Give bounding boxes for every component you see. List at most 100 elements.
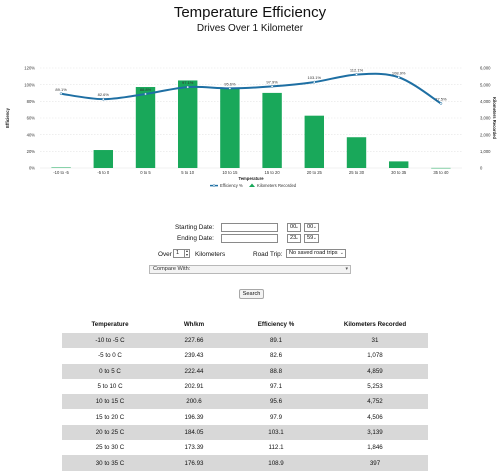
efficiency-point xyxy=(101,97,105,101)
legend-bar-swatch xyxy=(249,183,255,187)
bar-kilometers xyxy=(346,137,367,168)
left-tick-label: 120% xyxy=(24,66,35,71)
x-axis-title: Temperature xyxy=(238,176,264,181)
right-tick-label: 3,000 xyxy=(480,116,491,121)
compare-with-placeholder: Compare With: xyxy=(153,266,191,272)
end-minute-select[interactable]: 59 ⌄ xyxy=(304,234,319,243)
x-tick-label: -10 to -5 xyxy=(53,170,69,175)
x-tick-label: 30 to 35 xyxy=(391,170,407,175)
start-hour-select[interactable]: 00 ⌄ xyxy=(287,223,301,232)
cell-efficiency: 88.8 xyxy=(230,363,322,379)
cell-efficiency: 82.6 xyxy=(230,348,322,364)
efficiency-line xyxy=(60,72,442,105)
bar-kilometers xyxy=(388,161,409,168)
start-minute-select[interactable]: 00 ⌄ xyxy=(304,223,319,232)
efficiency-data-label: 103.1% xyxy=(308,75,322,80)
left-tick-label: 20% xyxy=(27,149,36,154)
efficiency-data-label: 77.5% xyxy=(435,96,447,101)
right-tick-label: 0 xyxy=(480,166,483,171)
efficiency-point xyxy=(270,85,274,88)
cell-kilometers: 4,506 xyxy=(322,409,428,425)
efficiency-data-label: 95.6% xyxy=(224,81,236,86)
bar-kilometers xyxy=(93,150,114,168)
cell-wh-per-km: 202.91 xyxy=(158,378,230,395)
x-tick-label: 15 to 20 xyxy=(265,170,281,175)
end-hour-select[interactable]: 23 ⌄ xyxy=(287,234,301,243)
table-row: -5 to 0 C 239.43 82.6 1,078 xyxy=(62,348,428,364)
efficiency-data-label: 97.1% xyxy=(182,80,194,85)
x-tick-label: 5 to 10 xyxy=(181,170,194,175)
bar-kilometers xyxy=(262,92,282,168)
ending-date-label: Ending Date: xyxy=(177,235,214,242)
cell-efficiency: 89.1 xyxy=(230,333,322,349)
ending-date-input[interactable] xyxy=(221,234,278,243)
left-tick-label: 100% xyxy=(24,82,35,87)
left-tick-label: 80% xyxy=(27,99,36,104)
left-tick-label: 0% xyxy=(29,166,35,171)
right-tick-label: 4,000 xyxy=(480,99,491,104)
compare-with-select[interactable]: Compare With: ▾ xyxy=(149,265,351,274)
chevron-down-icon: ⌄ xyxy=(312,224,317,230)
efficiency-point xyxy=(59,92,63,96)
cell-wh-per-km: 222.44 xyxy=(158,363,230,379)
starting-date-input[interactable] xyxy=(221,223,278,232)
cell-temperature: 10 to 15 C xyxy=(62,394,158,410)
efficiency-point xyxy=(439,102,443,105)
cell-efficiency: 112.1 xyxy=(230,440,322,456)
right-tick-label: 2,000 xyxy=(480,132,491,137)
stepper-arrows-icon[interactable]: ▲ ▼ xyxy=(184,249,189,257)
efficiency-point xyxy=(186,85,190,89)
cell-kilometers: 31 xyxy=(322,333,428,349)
cell-wh-per-km: 227.66 xyxy=(158,333,230,349)
chevron-down-icon: ⌄ xyxy=(339,250,344,256)
legend-label-kilometers: Kilometers Recorded xyxy=(257,183,297,188)
road-trip-select[interactable]: No saved road trips ⌄ xyxy=(286,249,346,258)
efficiency-data-label: 108.9% xyxy=(392,70,406,75)
efficiency-data-label: 97.9% xyxy=(266,79,278,84)
table-row: 0 to 5 C 222.44 88.8 4,859 xyxy=(62,363,428,379)
over-label: Over xyxy=(158,251,172,258)
page-subtitle: Drives Over 1 Kilometer xyxy=(196,23,304,34)
page-title: Temperature Efficiency xyxy=(173,4,327,21)
efficiency-point xyxy=(144,92,147,96)
minimum-distance-stepper[interactable]: 1 ▲ ▼ xyxy=(173,249,190,258)
table-header-row: Temperature Wh/km Efficiency % Kilometer… xyxy=(62,315,428,333)
cell-wh-per-km: 200.6 xyxy=(158,394,230,410)
cell-efficiency: 97.1 xyxy=(230,378,322,395)
x-tick-label: 0 to 5 xyxy=(140,170,151,175)
efficiency-point xyxy=(228,86,232,90)
column-header-efficiency: Efficiency % xyxy=(257,320,295,328)
table-row: 25 to 30 C 173.39 112.1 1,846 xyxy=(62,440,428,456)
cell-temperature: 25 to 30 C xyxy=(62,440,158,456)
chevron-down-icon: ⌄ xyxy=(312,235,317,241)
cell-temperature: 30 to 35 C xyxy=(62,455,158,471)
bar-kilometers xyxy=(220,88,240,168)
search-button[interactable]: Search xyxy=(239,289,264,299)
end-hour-value: 23 xyxy=(290,235,297,241)
legend-line-marker xyxy=(212,184,216,187)
cell-temperature: -5 to 0 C xyxy=(62,348,158,364)
table-body: -10 to -5 C 227.66 89.1 31 -5 to 0 C 239.43 82… xyxy=(62,333,428,472)
efficiency-data-label: 88.8% xyxy=(140,87,152,92)
road-trip-value: No saved road trips xyxy=(289,250,338,256)
cell-kilometers: 397 xyxy=(322,455,428,471)
bar-kilometers xyxy=(51,167,71,168)
cell-temperature: 0 to 5 C xyxy=(62,363,158,379)
right-axis-title: Kilometers Recorded xyxy=(492,97,497,140)
efficiency-data-label: 82.6% xyxy=(98,92,110,97)
cell-temperature: -10 to -5 C xyxy=(62,333,158,349)
x-tick-label: 20 to 25 xyxy=(307,170,323,175)
table-row: 35 to 40 C244.1777.56 xyxy=(62,470,428,472)
cell-wh-per-km: 176.93 xyxy=(158,455,230,471)
legend-label-efficiency: Efficiency % xyxy=(220,183,243,188)
cell-efficiency: 95.6 xyxy=(230,394,322,410)
kilometers-label: Kilometers xyxy=(195,251,226,258)
chevron-down-icon: ⌄ xyxy=(294,224,299,230)
left-axis-title: Efficiency xyxy=(5,107,10,127)
minimum-distance-value: 1 xyxy=(176,250,180,256)
cell-temperature: 35 to 40 C xyxy=(62,470,158,472)
cell-kilometers: 4,859 xyxy=(322,363,428,379)
start-hour-value: 00 xyxy=(290,224,297,230)
efficiency-data-label: 89.1% xyxy=(55,87,67,92)
